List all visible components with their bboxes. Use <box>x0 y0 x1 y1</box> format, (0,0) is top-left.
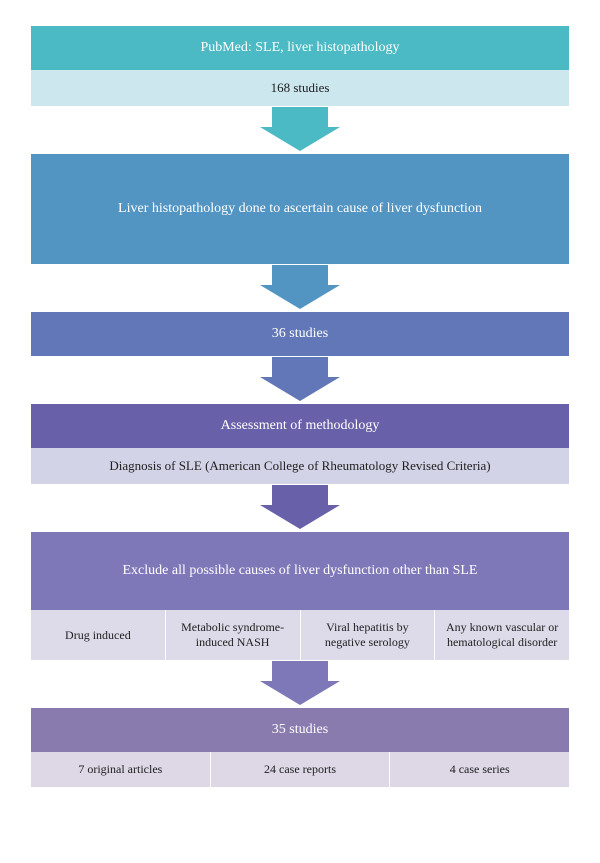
exclude-col: Any known vascular or hematological diso… <box>435 610 569 660</box>
arrow-stem <box>272 661 328 681</box>
arrow-3 <box>260 357 340 403</box>
arrow-head-icon <box>260 681 340 705</box>
step-35studies: 35 studies 7 original articles 24 case r… <box>30 707 570 788</box>
step2-header: Liver histopathology done to ascertain c… <box>31 154 569 264</box>
arrow-stem <box>272 357 328 377</box>
step6-header: 35 studies <box>31 708 569 752</box>
arrow-1 <box>260 107 340 153</box>
arrow-head-icon <box>260 127 340 151</box>
arrow-5 <box>260 661 340 707</box>
step3-header: 36 studies <box>31 312 569 356</box>
arrow-stem <box>272 107 328 127</box>
arrow-head-icon <box>260 377 340 401</box>
step1-sub: 168 studies <box>31 70 569 106</box>
result-col: 24 case reports <box>211 752 391 787</box>
arrow-stem <box>272 485 328 505</box>
step-methodology: Assessment of methodology Diagnosis of S… <box>30 403 570 485</box>
step-exclude: Exclude all possible causes of liver dys… <box>30 531 570 661</box>
step4-sub: Diagnosis of SLE (American College of Rh… <box>31 448 569 484</box>
step6-cols: 7 original articles 24 case reports 4 ca… <box>31 752 569 787</box>
step-36studies: 36 studies <box>30 311 570 357</box>
arrow-head-icon <box>260 285 340 309</box>
exclude-col: Drug induced <box>31 610 166 660</box>
step5-header: Exclude all possible causes of liver dys… <box>31 532 569 610</box>
step1-header: PubMed: SLE, liver histopathology <box>31 26 569 70</box>
step-histopathology: Liver histopathology done to ascertain c… <box>30 153 570 265</box>
exclude-col: Metabolic syndrome-induced NASH <box>166 610 301 660</box>
result-col: 7 original articles <box>31 752 211 787</box>
step5-cols: Drug induced Metabolic syndrome-induced … <box>31 610 569 660</box>
step-pubmed: PubMed: SLE, liver histopathology 168 st… <box>30 25 570 107</box>
exclude-col: Viral hepatitis by negative serology <box>301 610 436 660</box>
arrow-4 <box>260 485 340 531</box>
step4-header: Assessment of methodology <box>31 404 569 448</box>
arrow-stem <box>272 265 328 285</box>
arrow-2 <box>260 265 340 311</box>
result-col: 4 case series <box>390 752 569 787</box>
arrow-head-icon <box>260 505 340 529</box>
